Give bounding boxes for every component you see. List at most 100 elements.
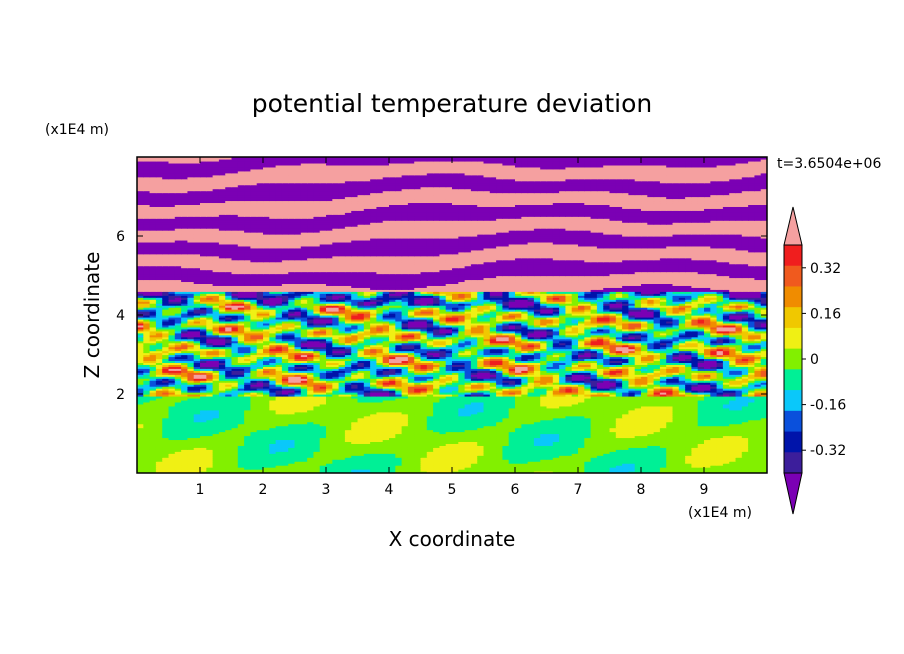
contour-cell: [609, 413, 617, 417]
contour-cell: [735, 433, 743, 437]
contour-cell: [615, 451, 623, 454]
contour-cell: [483, 437, 491, 441]
contour-cell: [275, 451, 283, 454]
contour-cell: [445, 467, 453, 470]
contour-cell: [307, 409, 314, 413]
contour-cell: [452, 407, 459, 411]
contour-cell: [552, 471, 560, 473]
contour-cell: [584, 409, 592, 413]
contour-cell: [502, 457, 510, 460]
contour-cell: [439, 433, 447, 437]
contour-cell: [691, 423, 699, 427]
contour-cell: [288, 419, 296, 423]
contour-cell: [174, 451, 182, 454]
contour-cell: [590, 421, 598, 425]
contour-cell: [200, 457, 207, 460]
contour-cell: [546, 457, 554, 460]
contour-cell: [691, 455, 699, 458]
contour-cell: [754, 435, 762, 439]
contour-cell: [515, 437, 522, 441]
contour-cell: [590, 445, 598, 448]
contour-cell: [615, 441, 623, 444]
contour-cell: [338, 433, 346, 437]
contour-cell: [502, 443, 510, 446]
contour-cell: [615, 417, 623, 421]
contour-cell: [584, 421, 592, 425]
contour-cell: [187, 471, 195, 473]
contour-cell: [288, 425, 296, 429]
contour-cell: [439, 409, 447, 413]
contour-cell: [300, 423, 308, 427]
contour-cell: [326, 415, 333, 419]
contour-cell: [319, 439, 327, 442]
contour-cell: [565, 437, 573, 441]
contour-cell: [218, 435, 226, 439]
contour-cell: [710, 433, 718, 437]
contour-cell: [338, 411, 346, 415]
contour-cell: [609, 437, 617, 441]
contour-cell: [508, 429, 516, 433]
contour-cell: [231, 407, 239, 411]
contour-cell: [275, 415, 283, 419]
contour-cell: [470, 461, 478, 464]
contour-cell: [193, 415, 201, 419]
contour-cell: [407, 459, 415, 462]
contour-cell: [445, 463, 453, 466]
contour-cell: [338, 431, 346, 435]
contour-cell: [691, 415, 699, 419]
contour-cell: [496, 467, 503, 470]
contour-cell: [515, 459, 522, 462]
contour-cell: [206, 445, 214, 448]
contour-cell: [533, 453, 541, 456]
contour-cell: [584, 453, 592, 456]
contour-cell: [263, 431, 270, 435]
contour-cell: [225, 423, 233, 427]
contour-cell: [426, 419, 434, 423]
contour-cell: [382, 409, 390, 413]
contour-cell: [508, 423, 516, 427]
contour-cell: [685, 455, 692, 458]
contour-cell: [527, 421, 535, 425]
contour-cell: [666, 451, 674, 454]
contour-cell: [596, 471, 604, 473]
contour-cell: [300, 411, 308, 415]
contour-cell: [609, 449, 617, 452]
contour-cell: [704, 417, 711, 421]
contour-cell: [452, 465, 459, 468]
contour-cell: [754, 459, 762, 462]
contour-cell: [401, 425, 409, 429]
contour-cell: [584, 445, 592, 448]
contour-cell: [244, 441, 251, 444]
contour-cell: [426, 429, 434, 433]
contour-cell: [754, 463, 762, 466]
contour-cell: [735, 447, 743, 450]
contour-cell: [250, 437, 258, 441]
contour-cell: [414, 413, 422, 417]
contour-cell: [489, 413, 497, 417]
contour-cell: [741, 443, 749, 446]
contour-cell: [653, 433, 661, 437]
contour-cell: [326, 443, 333, 446]
contour-cell: [716, 459, 724, 462]
contour-cell: [344, 435, 352, 439]
contour-cell: [174, 427, 182, 431]
contour-cell: [722, 407, 730, 411]
contour-cell: [426, 461, 434, 464]
contour-cell: [710, 463, 718, 466]
contour-cell: [407, 437, 415, 441]
contour-cell: [426, 471, 434, 473]
contour-cell: [533, 431, 541, 435]
contour-cell: [162, 415, 170, 419]
contour-cell: [521, 425, 529, 429]
contour-cell: [181, 441, 188, 444]
contour-cell: [281, 425, 289, 429]
contour-cell: [741, 463, 749, 466]
contour-cell: [250, 455, 258, 458]
contour-cell: [470, 431, 478, 435]
contour-cell: [489, 441, 497, 444]
contour-cell: [754, 437, 762, 441]
contour-cell: [162, 443, 170, 446]
contour-cell: [678, 445, 686, 448]
contour-cell: [181, 415, 188, 419]
